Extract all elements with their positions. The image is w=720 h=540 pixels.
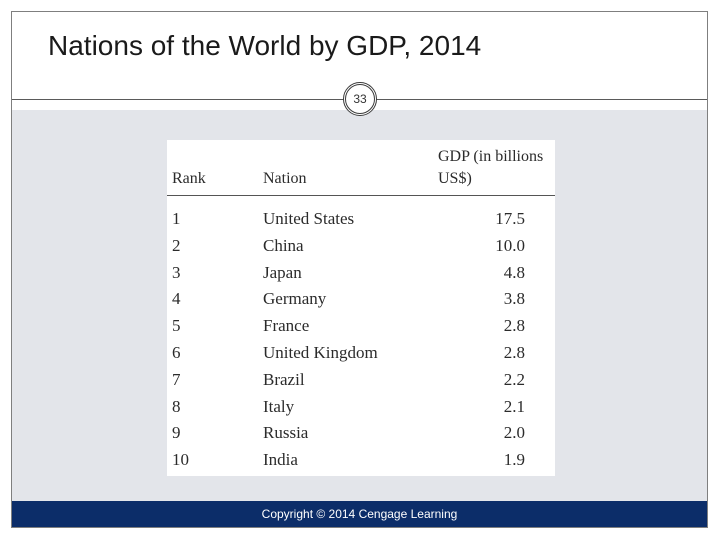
rank-cell: 1 xyxy=(172,209,181,228)
table-row: 2 China 10.0 xyxy=(167,233,555,260)
gdp-cell: 10.0 xyxy=(495,235,525,255)
footer-bar: Copyright © 2014 Cengage Learning xyxy=(12,501,707,527)
rank-cell: 3 xyxy=(172,262,181,282)
nation-cell: United Kingdom xyxy=(263,342,378,362)
nation-cell: India xyxy=(263,450,298,470)
page-number-badge: 33 xyxy=(343,82,377,116)
table-row: 10 India 1.9 xyxy=(167,447,555,474)
gdp-cell: 3.8 xyxy=(503,289,525,309)
gdp-cell: 2.0 xyxy=(503,423,525,443)
rank-cell: 8 xyxy=(172,396,181,416)
rank-cell: 4 xyxy=(172,289,181,309)
nation-cell: Brazil xyxy=(263,369,305,389)
rank-cell: 9 xyxy=(172,423,181,443)
nation-cell: China xyxy=(263,235,304,255)
table-row: 4 Germany 3.8 xyxy=(167,286,555,313)
gdp-cell: 2.8 xyxy=(503,316,525,336)
gdp-cell: 2.2 xyxy=(503,369,525,389)
gdp-cell: 4.8 xyxy=(503,262,525,282)
table-row: 3 Japan 4.8 xyxy=(167,260,555,287)
nation-cell: France xyxy=(263,316,310,336)
table-row: 8 Italy 2.1 xyxy=(167,394,555,421)
slide-title: Nations of the World by GDP, 2014 xyxy=(48,30,482,61)
table-row: 7 Brazil 2.2 xyxy=(167,367,555,394)
table-row: 1 United States 17.5 xyxy=(167,206,555,233)
nation-cell: Germany xyxy=(263,289,327,309)
rank-cell: 10 xyxy=(172,450,189,470)
gdp-cell: 17.5 xyxy=(495,209,525,228)
copyright-text: Copyright © 2014 Cengage Learning xyxy=(261,507,458,521)
nation-cell: United States xyxy=(263,209,355,228)
header-divider xyxy=(167,195,555,196)
gdp-cell: 1.9 xyxy=(503,450,525,470)
nation-cell: Japan xyxy=(263,262,302,282)
rank-cell: 5 xyxy=(172,316,181,336)
header-gdp: GDP (in billions US$) xyxy=(438,146,543,190)
gdp-cell: 2.8 xyxy=(503,342,525,362)
header-rank: Rank xyxy=(172,170,206,187)
header-nation: Nation xyxy=(263,170,307,187)
table-body: 1 United States 17.5 2 China 10.0 3 Japan 4.8 4 Ge… xyxy=(167,206,555,474)
nation-cell: Russia xyxy=(263,423,309,443)
rank-cell: 6 xyxy=(172,342,181,362)
nation-cell: Italy xyxy=(263,396,295,416)
table-row: 5 France 2.8 xyxy=(167,313,555,340)
table-row: 9 Russia 2.0 xyxy=(167,420,555,447)
header-gdp-line1: GDP (in billions xyxy=(438,148,544,165)
gdp-cell: 2.1 xyxy=(503,396,525,416)
gdp-table: Rank Nation GDP (in billions US$) 1 Unite… xyxy=(167,140,555,476)
rank-cell: 7 xyxy=(172,369,181,389)
header-gdp-line2: US$) xyxy=(438,170,472,187)
rank-cell: 2 xyxy=(172,235,181,255)
table-row: 6 United Kingdom 2.8 xyxy=(167,340,555,367)
